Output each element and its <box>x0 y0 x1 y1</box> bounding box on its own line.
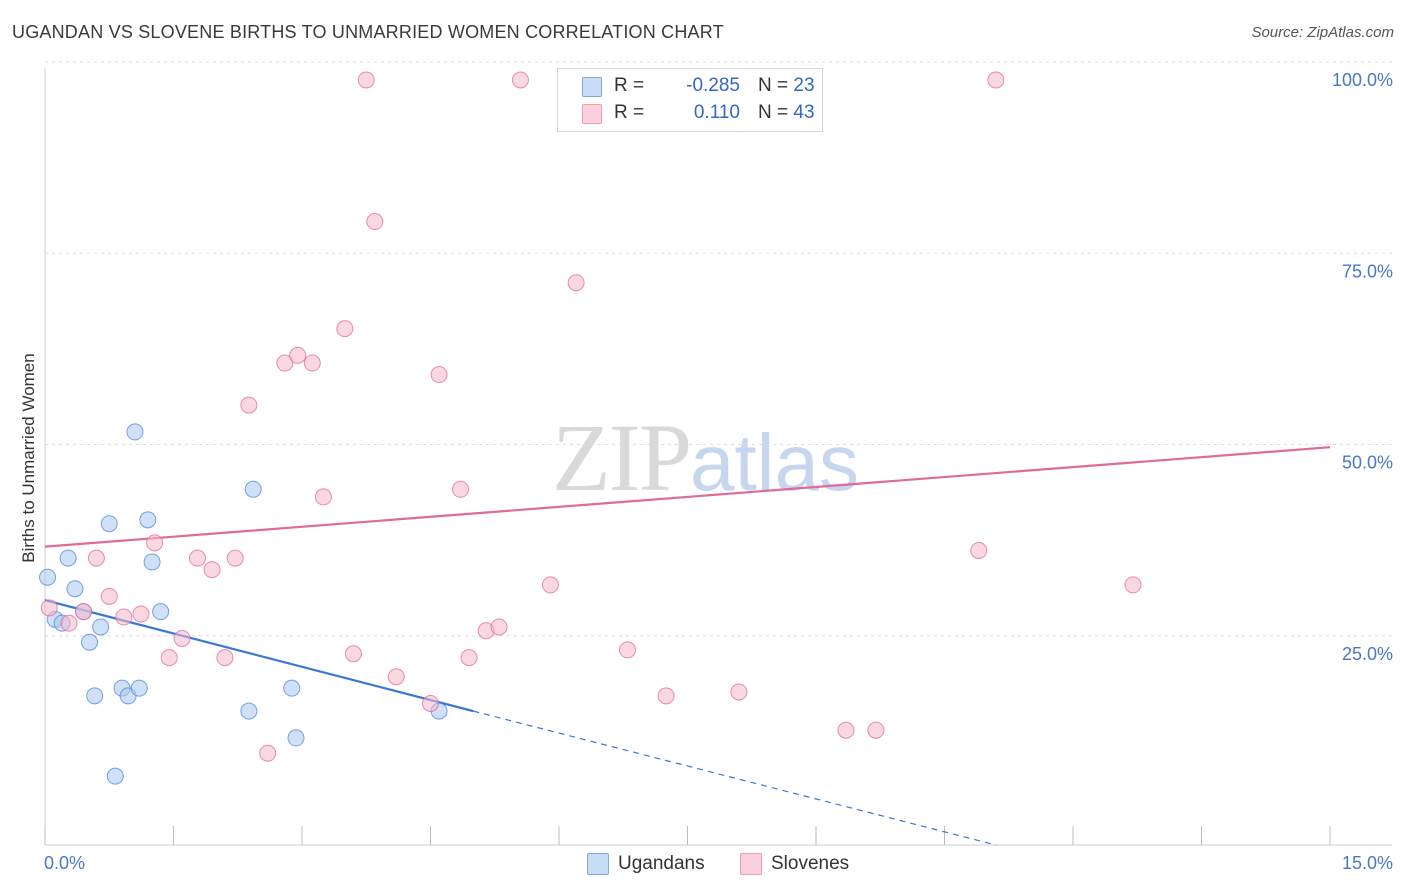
y-tick-label: 75.0% <box>1342 261 1393 281</box>
stats-legend: R = -0.285 N = 23 R = 0.110 N = 43 <box>557 68 823 132</box>
slovenes-point <box>837 721 855 739</box>
axes <box>44 68 1392 846</box>
legend-swatch-ugandans <box>582 77 602 97</box>
y-tick-label: 25.0% <box>1342 644 1393 664</box>
slovenes-point <box>132 605 150 623</box>
slovenes-point <box>387 668 405 686</box>
slovenes-point <box>60 614 78 632</box>
ugandans-point <box>100 515 118 533</box>
y-tick-label: 50.0% <box>1342 453 1393 473</box>
slovenes-point <box>87 549 105 567</box>
slovenes-point <box>970 541 988 559</box>
slovenes-point <box>336 320 354 338</box>
slovenes-point <box>430 366 448 384</box>
legend-n-label: N = <box>758 102 789 123</box>
ugandans-point <box>143 553 161 571</box>
legend-n: N = 23 <box>758 75 815 97</box>
ugandans-point <box>92 618 110 636</box>
slovenes-point <box>173 629 191 647</box>
legend-n: N = 43 <box>758 102 815 124</box>
slovenes-point <box>987 71 1005 89</box>
slovenes-point <box>366 213 384 231</box>
slovenes-point <box>259 744 277 762</box>
legend-r-label: R = <box>614 102 645 123</box>
data-points <box>39 71 1142 785</box>
legend-n-value: 43 <box>793 102 815 123</box>
ugandans-point <box>152 603 170 621</box>
legend-r-value-wrap: -0.285 <box>640 75 740 97</box>
legend-n-value: 23 <box>793 75 815 96</box>
slovenes-point <box>567 274 585 292</box>
ugandans-point <box>287 729 305 747</box>
x-tick-label: 0.0% <box>44 853 85 873</box>
watermark-zip: ZIP <box>552 404 692 511</box>
slovenes-point <box>226 549 244 567</box>
ugandans-point <box>106 767 124 785</box>
bottom-legend-swatch-slovenes <box>740 853 762 875</box>
ugandans-trend-line <box>44 599 474 713</box>
slovenes-point <box>146 534 164 552</box>
source-label: Source: ZipAtlas.com <box>1251 24 1394 41</box>
slovenes-point <box>188 549 206 567</box>
ugandans-trend-extension <box>473 710 997 846</box>
x-tick-label: 15.0% <box>1342 853 1393 873</box>
slovenes-point <box>289 346 307 364</box>
slovenes-point <box>276 354 294 372</box>
legend-r-value: -0.285 <box>686 75 740 96</box>
slovenes-point <box>203 561 221 579</box>
trend-lines <box>44 446 1331 846</box>
ugandans-point <box>81 633 99 651</box>
ugandans-point <box>139 511 157 529</box>
ugandans-point <box>59 549 77 567</box>
slovenes-point <box>314 488 332 506</box>
ugandans-point <box>66 580 84 598</box>
slovenes-point <box>240 396 258 414</box>
watermark-atlas: atlas <box>690 418 859 507</box>
slovenes-point <box>451 480 469 498</box>
slovenes-point <box>422 694 439 712</box>
slovenes-point <box>75 603 93 621</box>
slovenes-point <box>619 641 637 659</box>
slovenes-point <box>460 649 478 667</box>
slovenes-point <box>40 599 58 617</box>
slovenes-point <box>344 645 362 663</box>
watermark: ZIPatlas <box>552 402 859 513</box>
legend-n-label: N = <box>758 75 789 96</box>
ugandans-point <box>86 687 104 705</box>
y-axis-label: Births to Unmarried Women <box>19 353 38 562</box>
bottom-legend-label-slovenes: Slovenes <box>771 853 850 874</box>
legend-r-label: R = <box>614 75 645 96</box>
slovenes-point <box>730 683 748 701</box>
bottom-legend-label-ugandans: Ugandans <box>618 853 705 874</box>
slovenes-point <box>115 608 133 626</box>
slovenes-point <box>160 649 178 667</box>
bottom-legend-swatch-ugandans <box>587 853 609 875</box>
slovenes-point <box>216 649 234 667</box>
slovenes-point <box>490 618 508 636</box>
slovenes-point <box>303 354 321 372</box>
ugandans-point <box>126 423 144 441</box>
tick-labels: 100.0% 75.0% 50.0% 25.0% 0.0% 15.0% Births to … <box>19 70 1393 873</box>
slovenes-point <box>100 587 118 605</box>
legend-swatch-slovenes <box>582 104 602 124</box>
legend-r-value-wrap: 0.110 <box>640 102 740 124</box>
gridlines <box>45 61 1392 637</box>
legend-r-value: 0.110 <box>693 102 740 123</box>
chart-title: UGANDAN VS SLOVENE BIRTHS TO UNMARRIED W… <box>12 22 724 42</box>
ugandans-point <box>39 568 57 586</box>
slovenes-point <box>867 721 885 739</box>
slovenes-point <box>511 71 529 89</box>
y-tick-label: 100.0% <box>1332 70 1393 90</box>
ugandans-point <box>244 480 262 498</box>
slovenes-point <box>357 71 375 89</box>
ugandans-point <box>130 679 148 697</box>
slovenes-trend-line <box>44 446 1331 548</box>
slovenes-point <box>1124 576 1142 594</box>
ugandans-point <box>240 702 258 720</box>
slovenes-point <box>657 687 675 705</box>
slovenes-point <box>541 576 559 594</box>
ugandans-point <box>283 679 301 697</box>
